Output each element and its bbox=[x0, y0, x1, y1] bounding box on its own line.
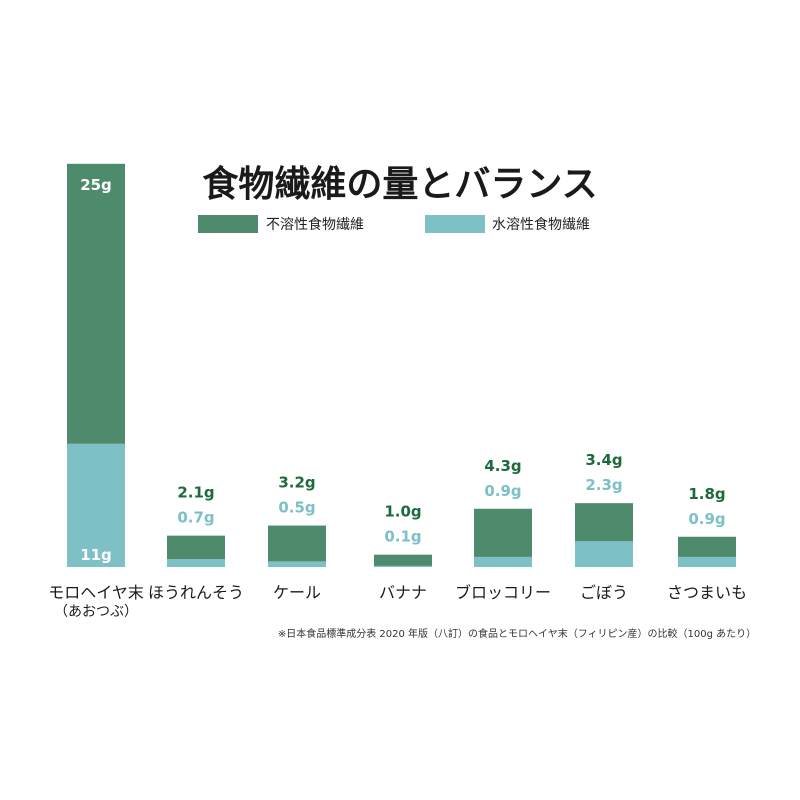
value-label-insoluble: 4.3g bbox=[484, 457, 521, 475]
bar-soluble bbox=[67, 443, 125, 567]
bar-insoluble bbox=[575, 503, 633, 542]
bar-soluble bbox=[374, 565, 432, 567]
category-label: ごぼう bbox=[580, 583, 628, 602]
bar-soluble bbox=[575, 541, 633, 567]
value-label-insoluble: 1.8g bbox=[688, 485, 725, 503]
value-label-soluble: 2.3g bbox=[585, 476, 622, 494]
category-sublabel: （あおつぶ） bbox=[54, 604, 138, 620]
bar-soluble bbox=[167, 559, 225, 567]
value-label-soluble: 11g bbox=[80, 546, 112, 564]
bar-soluble bbox=[268, 561, 326, 567]
value-label-soluble: 0.7g bbox=[177, 509, 214, 527]
category-label: モロヘイヤ末 bbox=[48, 583, 144, 602]
bar-insoluble bbox=[474, 508, 532, 557]
bar-insoluble bbox=[374, 554, 432, 566]
value-label-soluble: 0.9g bbox=[484, 482, 521, 500]
bar-insoluble bbox=[67, 163, 125, 444]
value-label-insoluble: 25g bbox=[80, 176, 112, 194]
value-label-soluble: 0.1g bbox=[384, 528, 421, 546]
legend-label-insoluble: 不溶性食物繊維 bbox=[266, 216, 364, 233]
category-label: さつまいも bbox=[667, 583, 747, 602]
category-label: バナナ bbox=[379, 583, 427, 602]
value-label-insoluble: 3.2g bbox=[278, 474, 315, 492]
value-label-soluble: 0.9g bbox=[688, 510, 725, 528]
legend: 不溶性食物繊維 水溶性食物繊維 bbox=[198, 215, 590, 233]
legend-label-soluble: 水溶性食物繊維 bbox=[492, 216, 590, 233]
chart-title: 食物繊維の量とバランス bbox=[202, 164, 597, 205]
value-label-soluble: 0.5g bbox=[278, 499, 315, 517]
bar-insoluble bbox=[268, 525, 326, 562]
bar-soluble bbox=[474, 556, 532, 567]
bars-group bbox=[67, 163, 736, 567]
value-label-insoluble: 2.1g bbox=[177, 484, 214, 502]
bar-insoluble bbox=[167, 535, 225, 560]
category-label: ケール bbox=[273, 583, 321, 602]
labels-group: 25g 11g モロヘイヤ末 （あおつぶ） 0.7g 2.1g ほうれんそう 0.5g 3.2g… bbox=[48, 176, 747, 620]
legend-swatch-insoluble bbox=[198, 215, 258, 233]
legend-swatch-soluble bbox=[425, 215, 485, 233]
source-note: ※日本食品標準成分表 2020 年版（八訂）の食品とモロヘイヤ末（フィリピン産）… bbox=[278, 627, 756, 640]
bar-soluble bbox=[678, 556, 736, 567]
category-label: ほうれんそう bbox=[148, 583, 244, 602]
value-label-insoluble: 3.4g bbox=[585, 451, 622, 469]
value-label-insoluble: 1.0g bbox=[384, 503, 421, 521]
bar-insoluble bbox=[678, 536, 736, 557]
category-label: ブロッコリー bbox=[455, 583, 551, 602]
